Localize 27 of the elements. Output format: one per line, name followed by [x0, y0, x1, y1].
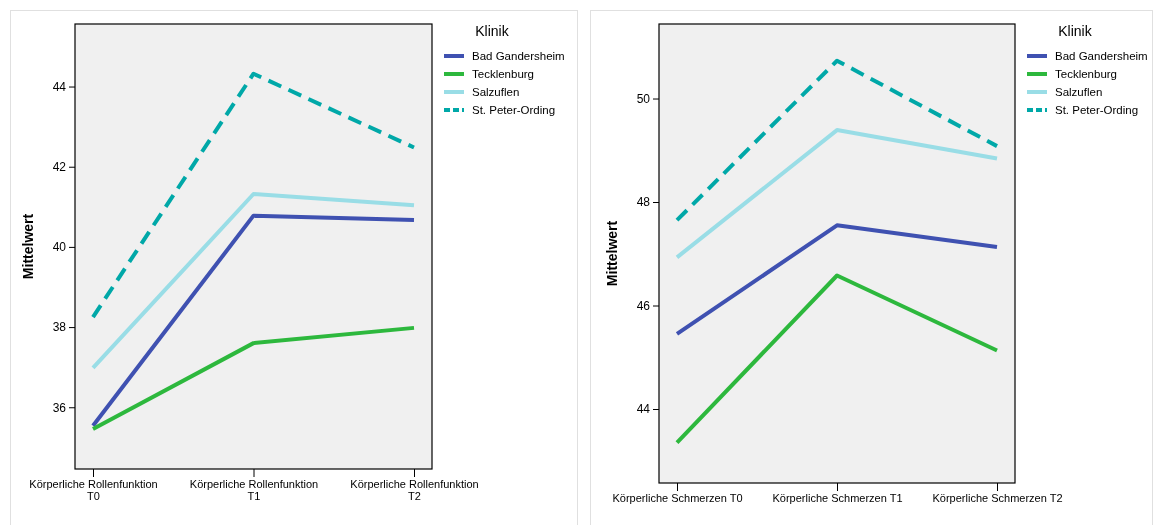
legend-label: Bad Gandersheim [1055, 50, 1148, 62]
y-axis-title: Mittelwert [604, 220, 620, 287]
x-tick-label: Körperliche Rollenfunktion T1 [189, 477, 319, 502]
legend-label: Salzuflen [1055, 86, 1103, 98]
y-tick-label: 40 [52, 240, 67, 255]
y-axis-title: Mittelwert [20, 213, 36, 280]
y-tick-label: 44 [52, 79, 67, 94]
x-tick-label: Körperliche Schmerzen T0 [612, 491, 743, 504]
legend-label: St. Peter-Ording [472, 104, 556, 116]
y-tick-label: 38 [52, 320, 67, 335]
x-tick-label: Körperliche Schmerzen T1 [772, 491, 903, 504]
legend-title: Klinik [475, 23, 510, 39]
y-tick-label: 48 [636, 195, 651, 210]
y-tick-label: 44 [636, 402, 651, 417]
y-tick-label: 42 [52, 160, 67, 175]
y-tick-label: 46 [636, 298, 651, 313]
legend-label: St. Peter-Ording [1055, 104, 1139, 116]
y-tick-label: 50 [636, 91, 651, 106]
x-tick-label: Körperliche Rollenfunktion T2 [350, 477, 479, 502]
legend-label: Salzuflen [472, 86, 520, 98]
legend-title: Klinik [1058, 23, 1093, 39]
y-tick-label: 36 [52, 400, 67, 415]
legend-label: Tecklenburg [1055, 68, 1118, 80]
legend-label: Bad Gandersheim [472, 50, 565, 62]
x-tick-label: Körperliche Schmerzen T2 [932, 491, 1063, 504]
x-tick-label: Körperliche Rollenfunktion T0 [29, 477, 158, 502]
legend-label: Tecklenburg [472, 68, 535, 80]
